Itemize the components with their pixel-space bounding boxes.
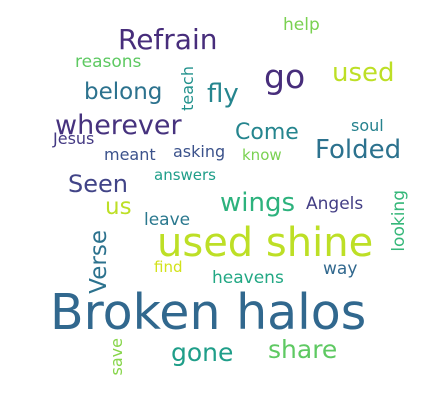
word-broken-halos: Broken halos	[50, 284, 367, 341]
word-looking: looking	[389, 190, 409, 252]
word-save: save	[107, 338, 126, 376]
word-fly: fly	[207, 79, 239, 109]
word-come: Come	[235, 120, 299, 145]
word-meant: meant	[104, 145, 156, 164]
word-find: find	[154, 258, 183, 276]
word-teach: teach	[178, 66, 197, 111]
word-wings: wings	[220, 188, 296, 218]
word-refrain: Refrain	[118, 23, 218, 56]
word-belong: belong	[84, 79, 163, 105]
word-folded: Folded	[315, 135, 402, 165]
word-used-shine: used shine	[157, 220, 374, 266]
word-leave: leave	[144, 210, 191, 230]
word-go: go	[264, 57, 306, 96]
word-angels: Angels	[306, 194, 364, 214]
word-way: way	[323, 259, 358, 279]
word-heavens: heavens	[212, 268, 284, 288]
word-share: share	[268, 335, 338, 364]
word-jesus: Jesus	[53, 129, 95, 148]
word-know: know	[242, 146, 282, 164]
word-answers: answers	[154, 166, 216, 184]
word-us: us	[105, 194, 132, 220]
word-verse: Verse	[86, 230, 112, 294]
word-gone: gone	[171, 338, 234, 367]
word-asking: asking	[173, 142, 226, 161]
word-help: help	[283, 15, 320, 35]
word-used: used	[332, 58, 395, 88]
word-soul: soul	[351, 116, 384, 135]
word-reasons: reasons	[75, 52, 142, 72]
word-seen: Seen	[68, 170, 128, 198]
word-wherever: wherever	[55, 110, 182, 141]
